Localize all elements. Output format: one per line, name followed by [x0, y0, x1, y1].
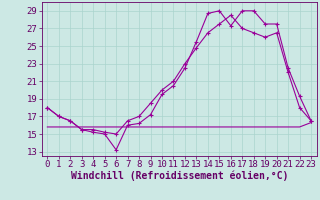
X-axis label: Windchill (Refroidissement éolien,°C): Windchill (Refroidissement éolien,°C) [70, 171, 288, 181]
